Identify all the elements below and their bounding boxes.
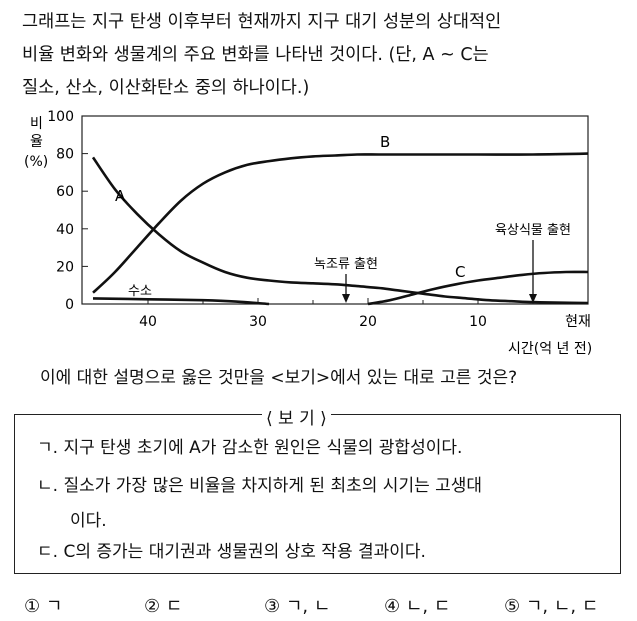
series-line-수소 (92, 297, 270, 306)
bogi-item-1: ㄱ. 지구 탄생 초기에 A가 감소한 원인은 식물의 광합성이다. (37, 438, 463, 458)
y-tick-label: 40 (56, 222, 74, 238)
x-tick-label: 현재 (565, 314, 591, 330)
choice-1[interactable]: ① ㄱ (24, 596, 63, 617)
annotation-label: 육상식물 출현 (495, 223, 571, 238)
plot-frame (81, 115, 589, 305)
annotation-label: 녹조류 출현 (314, 257, 378, 272)
bogi-item-2: ㄴ. 질소가 가장 많은 비율을 차지하게 된 최초의 시기는 고생대 이다. (37, 476, 483, 531)
intro-line-2: 비율 변화와 생물계의 주요 변화를 나타낸 것이다. (단, A ~ C는 (22, 45, 489, 65)
choice-4[interactable]: ④ ㄴ, ㄷ (384, 596, 451, 617)
y-axis: 0 20 40 60 80 100 (47, 109, 88, 313)
bogi-box: ㄱ. 지구 탄생 초기에 A가 감소한 원인은 식물의 광합성이다. ㄴ. 질소… (14, 414, 621, 574)
series-line-B (92, 152, 589, 294)
intro-line-3: 질소, 산소, 이산화탄소 중의 하나이다.) (22, 78, 310, 98)
x-tick-label: 10 (469, 314, 487, 330)
y-axis-label-1: 비 (30, 116, 43, 132)
series-line-A (91, 156, 589, 305)
x-axis-label: 시간(억 년 전) (508, 341, 592, 357)
x-tick-label: 30 (249, 314, 267, 330)
annotation-arrow-head (529, 294, 537, 303)
bogi-title: ⟨ 보 기 ⟩ (262, 404, 331, 429)
series-label-hydrogen: 수소 (128, 284, 152, 299)
y-tick-label: 100 (47, 109, 74, 125)
y-tick-label: 0 (65, 297, 74, 313)
bogi-item-3: ㄷ. C의 증가는 대기권과 생물권의 상호 작용 결과이다. (37, 542, 426, 562)
annotation-arrow-head (342, 294, 350, 303)
y-axis-label-3: (%) (24, 154, 48, 170)
question-intro: 그래프는 지구 탄생 이후부터 현재까지 지구 대기 성분의 상대적인 비율 변… (22, 6, 632, 105)
series-label-c: C (455, 263, 465, 281)
intro-line-1: 그래프는 지구 탄생 이후부터 현재까지 지구 대기 성분의 상대적인 (22, 12, 502, 32)
choice-3[interactable]: ③ ㄱ, ㄴ (264, 596, 331, 617)
series-line-C (367, 270, 589, 306)
y-tick-label: 20 (56, 259, 74, 275)
series-group (91, 152, 589, 306)
y-tick-label: 60 (56, 184, 74, 200)
choice-5[interactable]: ⑤ ㄱ, ㄴ, ㄷ (504, 596, 599, 617)
series-label-a: A (115, 187, 126, 205)
question-stem: 이에 대한 설명으로 옳은 것만을 <보기>에서 있는 대로 고른 것은? (40, 368, 518, 388)
y-tick-label: 80 (56, 147, 74, 163)
atmosphere-chart: 0 20 40 60 80 100 40 30 20 10 현재 비 율 (%) A B C 수소… (24, 109, 592, 357)
series-label-b: B (380, 133, 390, 151)
x-tick-label: 40 (139, 314, 157, 330)
choice-2[interactable]: ② ㄷ (144, 596, 183, 617)
y-axis-label-2: 율 (30, 134, 43, 150)
x-tick-label: 20 (359, 314, 377, 330)
x-axis: 40 30 20 10 현재 (139, 298, 591, 330)
annotations: 녹조류 출현 육상식물 출현 (314, 223, 571, 303)
